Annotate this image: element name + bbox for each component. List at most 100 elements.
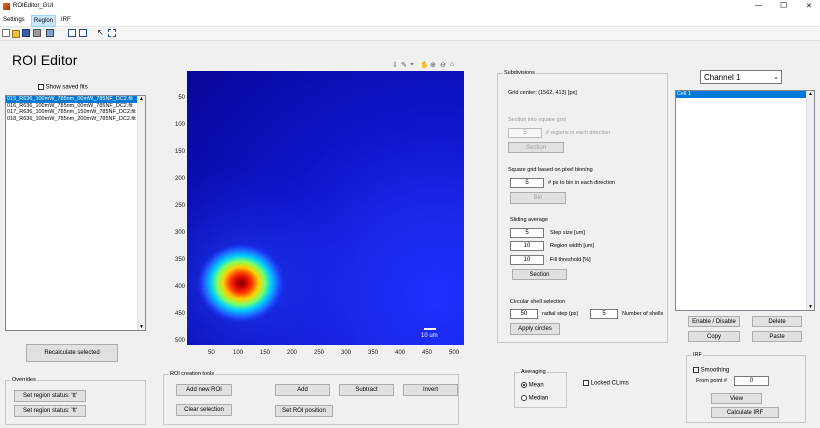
step-size-input[interactable]: 5 <box>510 228 544 238</box>
x-tick-label: 200 <box>287 350 298 356</box>
view-button[interactable]: View <box>711 393 762 404</box>
print-preview-icon[interactable] <box>46 29 54 37</box>
radio-dot[interactable] <box>521 382 527 388</box>
y-tick-label: 300 <box>174 230 185 236</box>
fluorescence-image[interactable] <box>187 71 464 345</box>
apply-circles-button[interactable]: Apply circles <box>510 323 560 335</box>
open-folder-icon[interactable] <box>12 30 20 38</box>
locked-clims-checkbox[interactable]: Locked CLims <box>583 380 629 387</box>
checkbox-box[interactable] <box>583 380 589 386</box>
pan-icon[interactable]: ✋ <box>420 62 429 69</box>
radial-step-input[interactable]: 50 <box>510 309 538 319</box>
median-radio[interactable]: Median <box>521 395 548 402</box>
copy-button[interactable]: Copy <box>688 331 740 342</box>
data-tips-icon[interactable]: ⌖ <box>410 61 414 68</box>
scroll-up-arrow-icon[interactable]: ▲ <box>139 96 144 102</box>
y-tick-label: 50 <box>178 95 185 101</box>
add-button[interactable]: Add <box>275 384 330 396</box>
square-grid-title: Section into square grid <box>508 117 566 123</box>
layout-icon[interactable] <box>79 29 87 37</box>
menu-settings[interactable]: Settings <box>3 17 25 23</box>
y-tick-label: 250 <box>174 203 185 209</box>
y-tick-label: 450 <box>174 311 185 317</box>
zoom-in-icon[interactable]: ⊕ <box>430 62 436 69</box>
number-of-shells-input[interactable]: 5 <box>590 309 618 319</box>
new-file-icon[interactable] <box>2 29 10 37</box>
menu-region[interactable]: Region <box>31 15 57 27</box>
bin-button[interactable]: Bin <box>510 192 566 204</box>
set-status-false-button[interactable]: Set region status: 'ft' <box>14 405 86 417</box>
set-status-true-button[interactable]: Set region status: 'tt' <box>14 390 86 402</box>
x-tick-label: 250 <box>314 350 325 356</box>
channel-list[interactable]: Cell 1 ▲ ▼ <box>675 90 815 311</box>
calculate-irf-button[interactable]: Calculate IRF <box>711 407 779 418</box>
x-axis: 50 100 150 200 250 300 350 400 450 500 <box>187 350 477 360</box>
scroll-up-arrow-icon[interactable]: ▲ <box>808 91 813 97</box>
subtract-button[interactable]: Subtract <box>339 384 394 396</box>
pointer-icon[interactable]: ↖ <box>97 28 104 37</box>
smoothing-label: Smoothing <box>700 367 730 374</box>
export-icon[interactable]: ⇩ <box>392 62 398 69</box>
scroll-down-arrow-icon[interactable]: ▼ <box>808 304 813 310</box>
brush-icon[interactable]: ✎ <box>401 62 407 69</box>
recalculate-selected-button[interactable]: Recalculate selected <box>26 344 118 362</box>
fill-threshold-input[interactable]: 10 <box>510 255 544 265</box>
enable-disable-button[interactable]: Enable / Disable <box>688 316 740 327</box>
menu-irf[interactable]: IRF <box>61 17 71 23</box>
step-size-label: Step size [um] <box>550 230 585 236</box>
x-tick-label: 300 <box>341 350 352 356</box>
radio-dot[interactable] <box>521 395 527 401</box>
paste-button[interactable]: Paste <box>752 331 802 342</box>
region-width-input[interactable]: 10 <box>510 241 544 251</box>
checkbox-box[interactable] <box>693 367 699 373</box>
overrides-panel: Overrides Set region status: 'tt' Set re… <box>5 377 146 425</box>
y-tick-label: 500 <box>174 338 185 344</box>
show-saved-fits-label: Show saved fits <box>45 84 88 91</box>
channel-dropdown[interactable]: Channel 1 ⌄ <box>700 70 782 84</box>
menu-bar: Settings Region IRF <box>0 14 820 27</box>
pixel-binning-input[interactable]: 5 <box>510 178 544 188</box>
y-tick-label: 200 <box>174 176 185 182</box>
x-tick-label: 100 <box>233 350 244 356</box>
show-saved-fits-checkbox[interactable]: Show saved fits <box>38 84 88 91</box>
square-grid-input[interactable]: 5 <box>508 128 542 138</box>
section-sliding-button[interactable]: Section <box>512 269 567 280</box>
title-bar: ROIEditor_GUI — ☐ ✕ <box>0 0 820 14</box>
list-item[interactable]: 016_R636_100mW_785nm_00mW_785NF_DC2.fit <box>7 102 133 109</box>
minimize-button[interactable]: — <box>755 2 762 9</box>
print-icon[interactable] <box>33 29 41 37</box>
section-grid-button[interactable]: Section <box>508 142 564 153</box>
scale-bar-label: 10 um <box>421 333 438 339</box>
save-icon[interactable] <box>22 29 30 37</box>
median-label: Median <box>528 395 549 402</box>
smoothing-checkbox[interactable]: Smoothing <box>693 367 729 374</box>
maximize-button[interactable]: ☐ <box>780 1 788 10</box>
zoom-out-icon[interactable]: ⊖ <box>440 62 446 69</box>
file-list[interactable]: 015_R636_100mW_785nm_00mW_785NF_DC2.fit … <box>5 95 146 331</box>
subdivisions-title: Subdivisions <box>503 70 536 76</box>
square-grid-desc: # regions in each direction <box>546 130 611 136</box>
list-item[interactable]: 017_R636_100mW_785nm_150mW_785NF_DC2.fit <box>7 109 136 115</box>
checkbox-box[interactable] <box>38 84 44 90</box>
home-icon[interactable]: ⌂ <box>450 61 455 68</box>
channel-list-scrollbar[interactable]: ▲ ▼ <box>806 91 814 310</box>
delete-button[interactable]: Delete <box>752 316 802 327</box>
from-point-label: From point # <box>696 378 727 384</box>
list-item[interactable]: Cell 1 <box>676 91 807 98</box>
list-item[interactable]: 018_R636_100mW_785nm_200mW_785NF_DC2.fit <box>7 115 136 122</box>
image-plot[interactable]: 10 um <box>187 71 464 345</box>
select-region-icon[interactable] <box>108 29 116 37</box>
scale-bar <box>424 328 436 330</box>
chevron-down-icon[interactable]: ⌄ <box>773 74 779 81</box>
close-button[interactable]: ✕ <box>806 3 812 10</box>
scroll-down-arrow-icon[interactable]: ▼ <box>139 324 144 330</box>
mean-radio[interactable]: Mean <box>521 382 544 389</box>
list-item[interactable]: 015_R636_100mW_785nm_00mW_785NF_DC2.fit <box>6 96 145 103</box>
file-list-scrollbar[interactable]: ▲ ▼ <box>137 96 145 330</box>
set-roi-position-button[interactable]: Set ROI position <box>275 405 333 417</box>
from-point-input[interactable]: 0 <box>734 376 769 386</box>
invert-button[interactable]: Invert <box>403 384 458 396</box>
add-new-roi-button[interactable]: Add new ROI <box>176 384 232 396</box>
clear-selection-button[interactable]: Clear selection <box>176 404 232 416</box>
page-setup-icon[interactable] <box>68 29 76 37</box>
